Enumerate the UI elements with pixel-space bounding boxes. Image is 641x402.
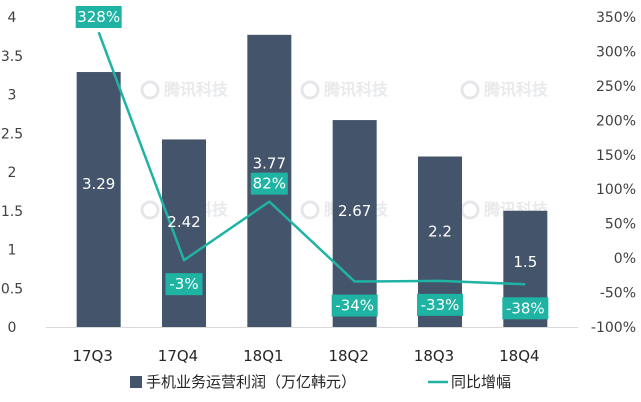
line-label-18Q4: -38% <box>506 299 545 317</box>
right-tick-label: 350% <box>596 10 636 26</box>
x-tick-label-17Q3: 17Q3 <box>72 347 112 365</box>
right-tick-label: -50% <box>600 286 636 302</box>
bar-label-18Q3: 2.2 <box>428 223 452 241</box>
watermark-text: 腾讯科技 <box>164 80 229 99</box>
legend-label-bar: 手机业务运营利润（万亿韩元） <box>146 373 356 391</box>
x-tick-label-18Q3: 18Q3 <box>414 347 454 365</box>
x-tick-label-17Q4: 17Q4 <box>158 347 198 365</box>
right-tick-label: 250% <box>596 79 636 95</box>
watermark-logo-icon <box>300 80 320 100</box>
watermark-logo-icon <box>460 200 480 220</box>
right-tick-label: -100% <box>591 320 636 336</box>
line-label-18Q3: -33% <box>421 296 460 314</box>
bar-label-18Q1: 3.77 <box>253 154 286 172</box>
right-axis: -100% -50% 0% 50% 100% 150% 200% 250% 300% 350% <box>591 10 636 336</box>
bar-label-18Q4: 1.5 <box>513 253 537 271</box>
right-tick-label: 100% <box>596 182 636 198</box>
left-tick-label: 3 <box>8 88 17 104</box>
legend: 手机业务运营利润（万亿韩元） 同比增幅 <box>130 373 511 391</box>
right-tick-label: 300% <box>596 44 636 60</box>
watermark-logo-icon <box>140 80 160 100</box>
bar-label-17Q3: 3.29 <box>82 175 115 193</box>
right-tick-label: 50% <box>605 217 636 233</box>
line-data-labels: 328% -3% 82% -34% -33% -38% <box>75 6 549 320</box>
x-axis: 17Q3 17Q4 18Q1 18Q2 18Q3 18Q4 <box>46 327 578 365</box>
line-label-17Q4: -3% <box>169 275 198 293</box>
bar-17Q3 <box>76 72 121 328</box>
left-tick-label: 0 <box>8 320 17 336</box>
watermark-logo-icon <box>300 200 320 220</box>
left-tick-label: 2.5 <box>1 126 23 142</box>
left-tick-label: 0.5 <box>1 281 23 297</box>
bar-label-18Q2: 2.67 <box>338 202 371 220</box>
right-tick-label: 150% <box>596 148 636 164</box>
watermark-logo-icon <box>140 200 160 220</box>
line-label-box-17Q4 <box>165 273 203 296</box>
left-tick-label: 2 <box>8 165 17 181</box>
left-tick-label: 1.5 <box>1 204 23 220</box>
watermark-text: 腾讯科技 <box>484 80 549 99</box>
left-tick-label: 1 <box>8 243 17 259</box>
line-label-box-18Q1 <box>250 172 288 195</box>
bar-label-17Q4: 2.42 <box>167 213 200 231</box>
legend-label-line: 同比增幅 <box>451 373 511 391</box>
bar-data-labels: 3.29 2.42 3.77 2.67 2.2 1.5 <box>82 154 537 271</box>
left-tick-label: 4 <box>8 10 17 26</box>
x-tick-label-18Q4: 18Q4 <box>499 347 539 365</box>
line-label-18Q1: 82% <box>253 175 286 193</box>
watermark-logo-icon <box>460 80 480 100</box>
line-label-box-18Q3 <box>417 293 463 316</box>
line-label-17Q3: 328% <box>77 8 120 26</box>
line-series <box>97 31 526 286</box>
line-label-box-18Q2 <box>331 294 378 317</box>
right-tick-label: 200% <box>596 113 636 129</box>
growth-line <box>97 31 526 286</box>
x-tick-label-18Q1: 18Q1 <box>243 347 283 365</box>
right-tick-label: 0% <box>614 251 636 267</box>
line-label-box-17Q3 <box>75 6 122 28</box>
bar-17Q4 <box>162 139 206 327</box>
left-tick-label: 3.5 <box>1 49 23 65</box>
line-label-18Q2: -34% <box>335 297 374 315</box>
watermark-text: 腾讯科技 <box>324 80 389 99</box>
legend-swatch-bar <box>130 376 142 388</box>
left-axis: 0 0.5 1 1.5 2 2.5 3 3.5 4 <box>1 10 23 336</box>
x-tick-label-18Q2: 18Q2 <box>328 347 368 365</box>
line-label-box-18Q4 <box>502 297 549 320</box>
bar-18Q2 <box>332 120 377 327</box>
